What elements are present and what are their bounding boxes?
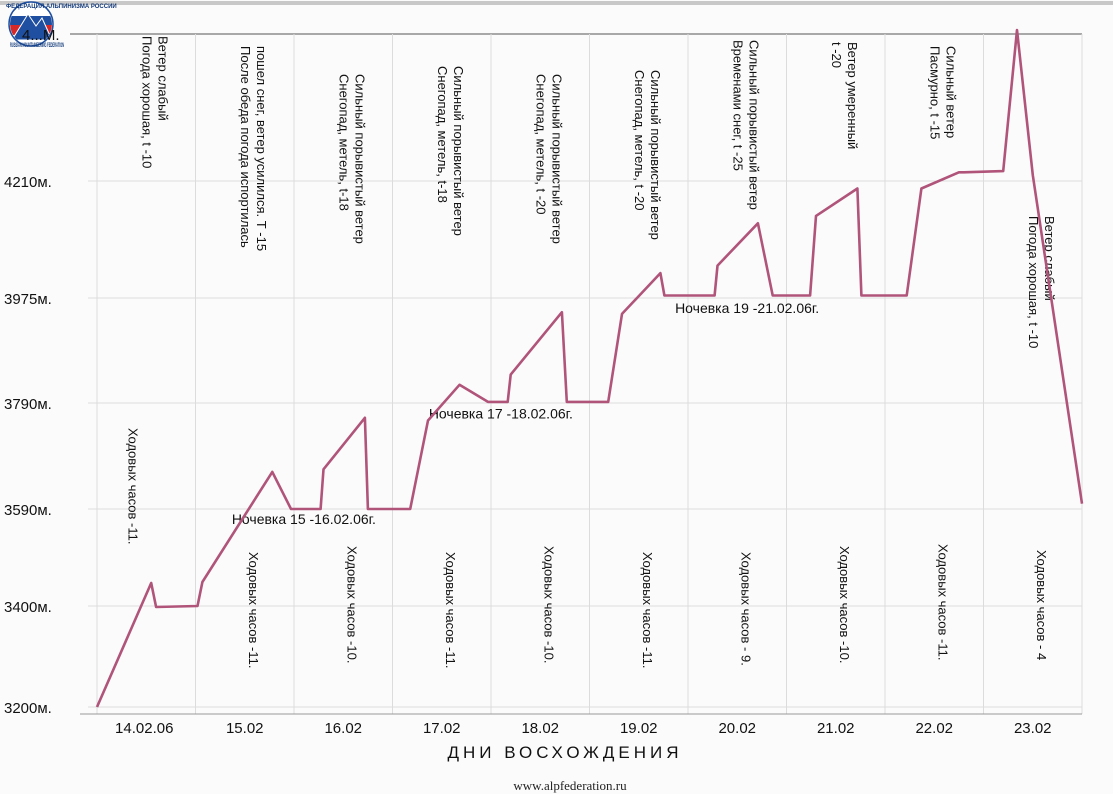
x-tick-label: 18.02 [521,720,559,737]
weather-note: Сильный порывистый ветер [549,74,564,244]
federation-logo: ФЕДЕРАЦИЯ АЛЬПИНИЗМА РОССИИ RUSSIAN MOUN… [6,1,117,49]
walking-hours-note: Ходовых часов -11. [935,544,950,660]
logo-caption: RUSSIAN MOUNTAINEERING FEDERATION [10,43,64,49]
y-tick-label: 3400м. [4,599,52,616]
x-tick-label: 23.02 [1014,720,1052,737]
walking-hours-note: Ходовых часов -11. [443,552,458,668]
altitude-line [95,28,1084,708]
logo-flag-white [10,3,52,16]
weather-note: После обеда погода испортилась [238,46,253,248]
x-tick-label: 17.02 [423,720,461,737]
x-tick-label: 19.02 [620,720,658,737]
bivouac-annotations: Ночевка 15 -16.02.06г. Ночевка 17 -18.02.… [232,300,819,527]
y-tick-label: 3790м. [4,396,52,413]
day-notes: Погода хорошая, t -10 Ветер слабыйХодовых… [125,36,1057,668]
bivouac-label: Ночевка 15 -16.02.06г. [232,511,376,527]
weather-note: Сильный порывистый ветер [451,66,466,236]
weather-note: Пасмурно, t -15 [927,46,942,139]
walking-hours-note: Ходовых часов - 9. [738,552,753,666]
y-axis-ticks: 3200м. 3400м. 3590м. 3790м. 3975м. 4210м. [4,174,52,717]
weather-note: t -20 [829,42,844,68]
x-tick-label: 20.02 [718,720,756,737]
weather-note: Ветер слабый [1042,216,1057,301]
grid-lines [80,34,1083,715]
walking-hours-note: Ходовых часов -10. [344,546,359,663]
walking-hours-note: Ходовых часов -11. [125,428,140,544]
weather-note: Снегопад, метель, t -20 [533,74,548,215]
x-tick-label: 15.02 [226,720,264,737]
weather-note: Снегопад, метель, t-18 [336,74,351,211]
top-tick-label: 4...М. [22,27,60,44]
weather-note: пошел снег, ветер усилился. Т -15 [254,46,269,251]
altitude-series [95,28,1084,708]
weather-note: Сильный порывистый ветер [648,70,663,240]
walking-hours-note: Ходовых часов -11. [246,552,261,668]
weather-note: Ветер умеренный [845,42,860,149]
walking-hours-note: Ходовых часов -10. [541,546,556,663]
weather-note: Снегопад, метель, t -20 [632,70,647,211]
weather-note: Сильный порывистый ветер [352,74,367,244]
y-tick-label: 3200м. [4,700,52,717]
x-tick-label: 22.02 [915,720,953,737]
x-tick-label: 21.02 [817,720,855,737]
walking-hours-note: Ходовых часов -10. [837,546,852,663]
y-tick-label: 3590м. [4,502,52,519]
weather-note: Снегопад, метель, t-18 [435,66,450,203]
weather-note: Ветер слабый [155,36,170,121]
x-axis-title: ДНИ ВОСХОЖДЕНИЯ [448,743,683,762]
x-axis-ticks: 14.02.06 15.02 16.02 17.02 18.02 19.02 20.02 21… [115,720,1051,737]
weather-note: Временами снег, t -25 [730,40,745,171]
walking-hours-note: Ходовых часов -11. [640,552,655,668]
bivouac-label: Ночевка 19 -21.02.06г. [675,300,819,316]
weather-note: Сильный порывистый ветер [746,40,761,210]
source-url: www.alpfederation.ru [513,778,627,793]
y-tick-label: 4210м. [4,174,52,191]
x-tick-label: 16.02 [324,720,362,737]
weather-note: Погода хорошая, t -10 [1026,216,1041,348]
walking-hours-note: Ходовых часов - 4 [1034,550,1049,660]
y-tick-label: 3975м. [4,291,52,308]
x-tick-label: 14.02.06 [115,720,173,737]
weather-note: Сильный ветер [943,46,958,138]
bivouac-label: Ночевка 17 -18.02.06г. [429,405,573,421]
logo-arc-text: ФЕДЕРАЦИЯ АЛЬПИНИЗМА РОССИИ [6,4,117,10]
weather-note: Погода хорошая, t -10 [139,36,154,168]
